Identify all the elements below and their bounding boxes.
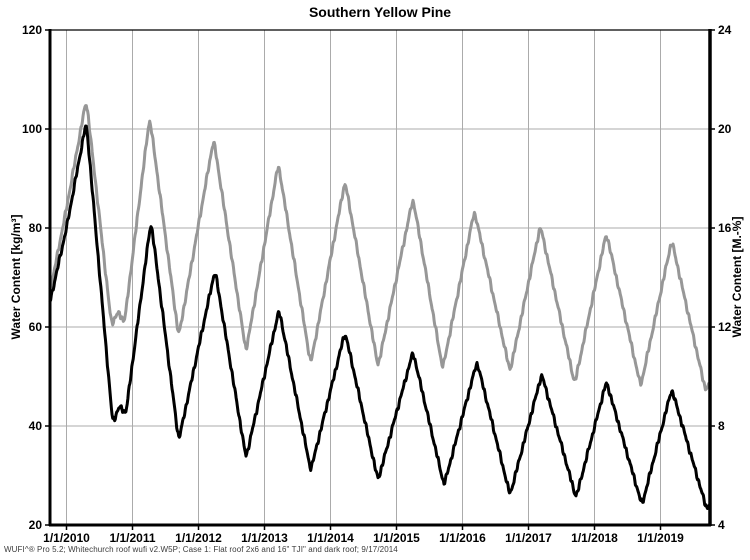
x-tick-label: 1/1/2013 [241,531,288,545]
x-tick-label: 1/1/2014 [307,531,354,545]
y-left-tick-label: 80 [29,221,43,235]
x-tick-label: 1/1/2010 [43,531,90,545]
y-right-tick-label: 24 [718,23,732,37]
y-right-tick-label: 20 [718,122,732,136]
y-right-tick-label: 16 [718,221,732,235]
y-left-tick-label: 40 [29,419,43,433]
x-tick-label: 1/1/2019 [637,531,684,545]
y-left-tick-label: 20 [29,518,43,532]
y-left-tick-label: 100 [22,122,42,136]
y-left-tick-label: 60 [29,320,43,334]
series-path-gray-line [48,104,712,392]
chart-title: Southern Yellow Pine [308,4,452,20]
y-right-tick-label: 4 [718,518,725,532]
x-tick-label: 1/1/2018 [571,531,618,545]
y-right-tick-label: 8 [718,419,725,433]
x-tick-label: 1/1/2011 [109,531,155,545]
y-left-tick-label: 120 [22,23,42,37]
x-tick-label: 1/1/2017 [505,531,552,545]
y-right-tick-label: 12 [718,320,732,334]
footer-annotation: WUFI^® Pro 5.2; Whitechurch roof wufi v2… [4,545,398,554]
x-tick-label: 1/1/2016 [439,531,486,545]
x-tick-label: 1/1/2012 [175,531,222,545]
y-right-axis-title: Water Content [M.-%] [730,216,744,338]
x-tick-label: 1/1/2015 [373,531,420,545]
series-path-black-line [48,124,712,510]
y-left-axis-title: Water Content [kg/m³] [9,214,23,340]
